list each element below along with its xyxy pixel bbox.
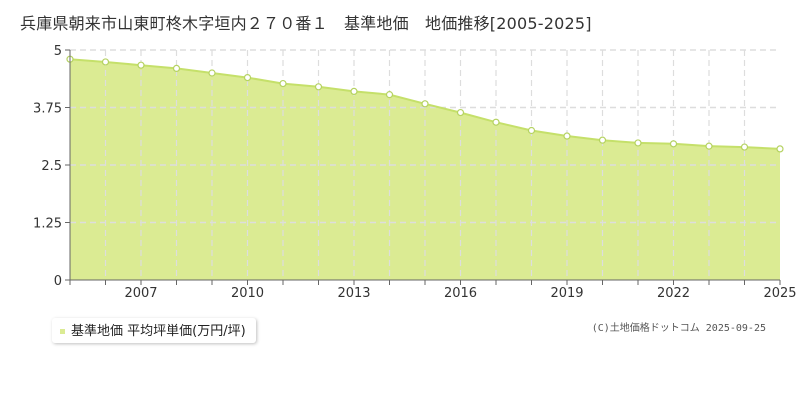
legend: 基準地価 平均坪単価(万円/坪) bbox=[52, 318, 256, 343]
data-point bbox=[101, 58, 110, 66]
data-point bbox=[172, 64, 181, 73]
data-point bbox=[137, 61, 145, 69]
data-point bbox=[705, 142, 713, 150]
y-tick-label: 2.5 bbox=[41, 159, 62, 174]
data-point bbox=[314, 83, 323, 91]
legend-label: 基準地価 平均坪単価(万円/坪) bbox=[71, 324, 246, 339]
y-tick-label: 3.75 bbox=[33, 102, 62, 117]
data-point bbox=[421, 100, 429, 108]
x-tick-label: 2013 bbox=[337, 286, 370, 301]
data-point bbox=[563, 132, 571, 140]
copyright-text: (C)土地価格ドットコム 2025-09-25 bbox=[591, 323, 766, 334]
data-point bbox=[492, 118, 500, 126]
x-tick-label: 2007 bbox=[124, 286, 157, 301]
x-tick-label: 2022 bbox=[657, 286, 690, 301]
y-tick-label: 5 bbox=[54, 44, 62, 59]
data-point bbox=[279, 79, 287, 88]
data-point bbox=[456, 108, 465, 117]
data-point bbox=[350, 87, 358, 96]
data-point bbox=[208, 69, 216, 77]
chart-title: 兵庫県朝来市山東町柊木字垣内２７０番１ 基準地価 地価推移[2005-2025] bbox=[20, 14, 592, 33]
data-point bbox=[598, 136, 607, 144]
data-point bbox=[776, 145, 784, 153]
data-point bbox=[740, 143, 749, 151]
x-tick-label: 2016 bbox=[444, 286, 477, 301]
data-point bbox=[527, 126, 536, 135]
data-point bbox=[634, 139, 642, 147]
y-tick-label: 0 bbox=[54, 274, 62, 289]
data-point bbox=[669, 140, 678, 148]
legend-marker bbox=[60, 329, 65, 334]
x-tick-label: 2010 bbox=[231, 286, 264, 301]
y-tick-label: 1.25 bbox=[33, 217, 62, 232]
data-point bbox=[243, 73, 252, 82]
data-point bbox=[385, 91, 394, 99]
x-tick-label: 2019 bbox=[550, 286, 583, 301]
x-tick-label: 2025 bbox=[763, 286, 796, 301]
